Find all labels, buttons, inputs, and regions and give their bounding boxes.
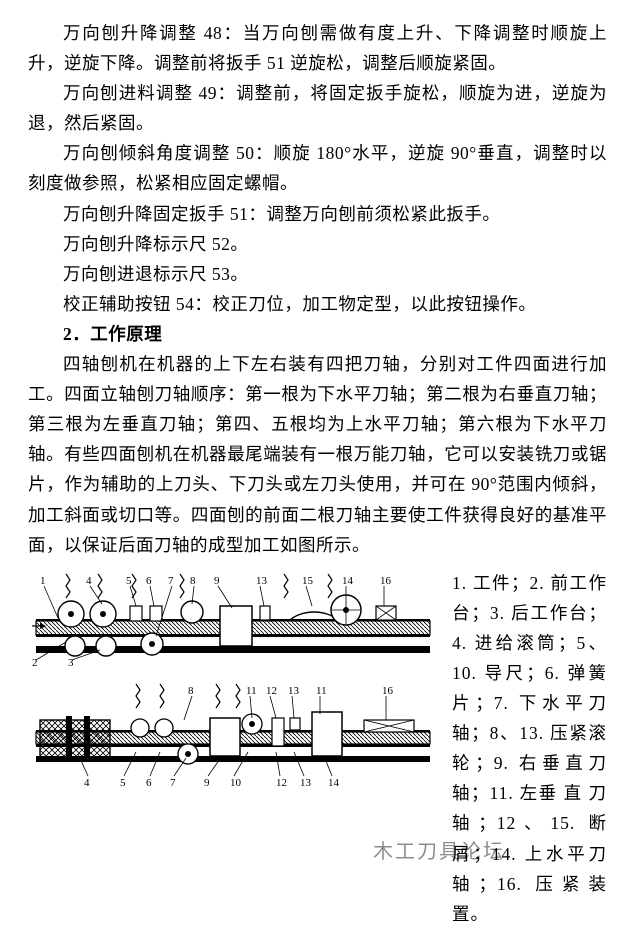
paragraph-54: 校正辅助按钮 54：校正刀位，加工物定型，以此按钮操作。 bbox=[28, 289, 607, 319]
upper-assembly: 1 4 5 6 7 8 9 13 15 14 16 2 3 bbox=[32, 574, 430, 669]
figb-label-6: 6 bbox=[146, 777, 152, 789]
fig-label-14: 14 bbox=[342, 575, 354, 587]
fig2-label-11b: 11 bbox=[316, 685, 327, 697]
fig2-label-16: 16 bbox=[382, 685, 394, 697]
section-title: 2．工作原理 bbox=[28, 319, 607, 349]
fig2-label-8: 8 bbox=[188, 685, 194, 697]
figb-label-10: 10 bbox=[230, 777, 242, 789]
lower-assembly: 8 11 12 13 11 16 4 5 6 7 9 bbox=[36, 684, 430, 789]
paragraph-53: 万向刨进退标示尺 53。 bbox=[28, 259, 607, 289]
figb-label-9: 9 bbox=[204, 777, 210, 789]
fig-label-8: 8 bbox=[190, 575, 196, 587]
fig-label-7: 7 bbox=[168, 575, 174, 587]
fig2-label-12: 12 bbox=[266, 685, 277, 697]
paragraph-48: 万向刨升降调整 48：当万向刨需做有度上升、下降调整时顺旋上升，逆旋下降。调整前… bbox=[28, 18, 607, 78]
fig2-label-13: 13 bbox=[288, 685, 300, 697]
fig-label-15: 15 bbox=[302, 575, 314, 587]
figb-label-5: 5 bbox=[120, 777, 126, 789]
figb-label-12: 12 bbox=[276, 777, 287, 789]
fig-label-3: 3 bbox=[68, 657, 74, 669]
figure-column: 1 4 5 6 7 8 9 13 15 14 16 2 3 bbox=[28, 566, 438, 929]
fig-label-6: 6 bbox=[146, 575, 152, 587]
paragraph-51: 万向刨升降固定扳手 51：调整万向刨前须松紧此扳手。 bbox=[28, 199, 607, 229]
fig2-label-11: 11 bbox=[246, 685, 257, 697]
mechanical-diagram: 1 4 5 6 7 8 9 13 15 14 16 2 3 bbox=[28, 566, 438, 814]
figb-label-13: 13 bbox=[300, 777, 312, 789]
fig-label-16: 16 bbox=[380, 575, 392, 587]
fig-label-9: 9 bbox=[214, 575, 220, 587]
figb-label-14: 14 bbox=[328, 777, 340, 789]
fig-label-4: 4 bbox=[86, 575, 92, 587]
fig-label-1: 1 bbox=[40, 575, 46, 587]
paragraph-52: 万向刨升降标示尺 52。 bbox=[28, 229, 607, 259]
figure-and-caption-row: 1 4 5 6 7 8 9 13 15 14 16 2 3 bbox=[28, 566, 607, 929]
paragraph-49: 万向刨进料调整 49：调整前，将固定扳手旋松，顺旋为进，逆旋为退，然后紧固。 bbox=[28, 78, 607, 138]
fig-label-13: 13 bbox=[256, 575, 268, 587]
paragraph-50: 万向刨倾斜角度调整 50：顺旋 180°水平，逆旋 90°垂直，调整时以刻度做参… bbox=[28, 138, 607, 198]
paragraph-body: 四轴刨机在机器的上下左右装有四把刀轴，分别对工件四面进行加工。四面立轴刨刀轴顺序… bbox=[28, 349, 607, 560]
figb-label-4: 4 bbox=[84, 777, 90, 789]
fig-label-5: 5 bbox=[126, 575, 132, 587]
figure-caption: 1. 工件；2. 前工作台；3. 后工作台；4. 进给滚筒；5、10. 导尺；6… bbox=[452, 566, 607, 929]
fig-label-2: 2 bbox=[32, 657, 38, 669]
watermark-text: 木工刀具论坛 bbox=[373, 835, 505, 864]
figb-label-7: 7 bbox=[170, 777, 176, 789]
